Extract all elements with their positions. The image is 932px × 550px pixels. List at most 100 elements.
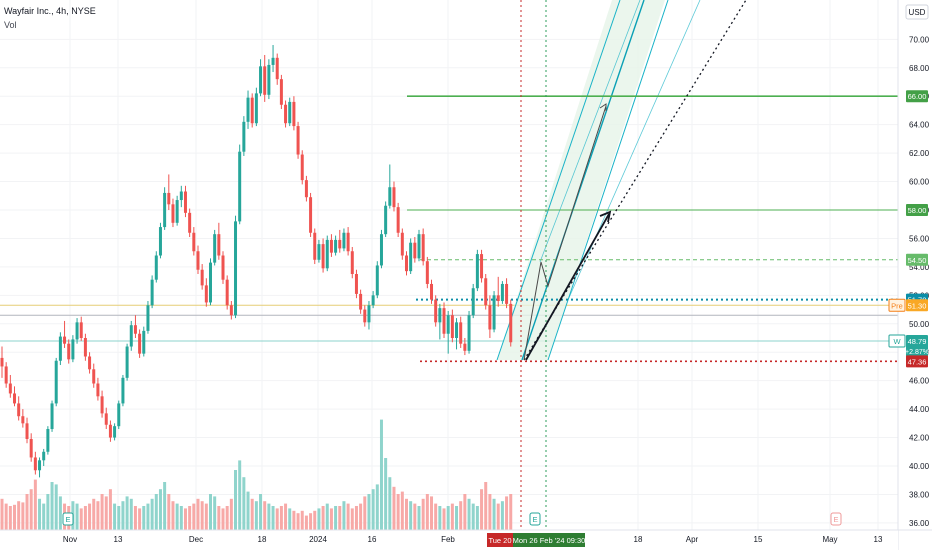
candle-body <box>209 262 212 303</box>
candle <box>88 352 92 374</box>
candle <box>67 339 71 364</box>
candle <box>309 192 313 238</box>
x-tick-label: 2024 <box>309 535 327 544</box>
candle-body <box>434 299 438 323</box>
candle-body <box>467 315 471 351</box>
candle <box>158 222 162 259</box>
volume-bar <box>158 489 162 530</box>
earnings-marker-bg <box>529 512 541 526</box>
candle-body <box>88 356 92 370</box>
candle-body <box>167 192 171 205</box>
candle <box>425 256 429 289</box>
candle <box>167 174 171 210</box>
volume-bar <box>300 510 304 530</box>
volume-bar <box>342 501 346 530</box>
earnings-marker: E <box>65 515 70 524</box>
candle <box>209 258 212 306</box>
y-tick-label: 70.00 <box>909 35 930 44</box>
volume-bar <box>442 508 446 530</box>
candle-body <box>346 232 350 252</box>
candle <box>225 275 229 310</box>
candle-body <box>71 339 75 360</box>
candle-body <box>388 187 392 206</box>
volume-bar <box>334 506 338 530</box>
arrow-head <box>599 210 612 223</box>
candle-body <box>446 315 450 334</box>
candle-body <box>421 234 425 262</box>
volume-label[interactable]: Vol <box>4 20 17 30</box>
volume-bar <box>238 460 242 530</box>
volume-bar <box>263 501 267 530</box>
volume-bar <box>259 494 263 530</box>
candle-body <box>329 239 333 253</box>
y-tick-label: 68.00 <box>909 64 930 73</box>
candle-body <box>379 234 383 266</box>
candle-body <box>154 255 158 280</box>
candle-body <box>384 205 388 235</box>
candle <box>238 144 242 225</box>
volume-bar <box>142 506 146 530</box>
currency-label: USD <box>909 8 926 17</box>
candle <box>488 295 492 338</box>
volume-bar <box>83 506 87 530</box>
candle-body <box>54 360 58 404</box>
volume-bar <box>21 502 25 530</box>
candle <box>154 251 158 283</box>
candle <box>467 310 471 354</box>
volume-bar <box>133 506 137 530</box>
candle <box>196 245 200 274</box>
candle <box>304 175 308 202</box>
y-tick-label: 42.00 <box>909 434 930 443</box>
volume-bar <box>292 510 296 530</box>
candle <box>204 278 208 307</box>
candle <box>267 59 271 100</box>
candle-body <box>0 357 4 367</box>
candle-body <box>271 57 275 65</box>
currency-box <box>905 4 929 20</box>
candle <box>46 426 50 455</box>
candle-body <box>279 79 283 105</box>
volume-bar <box>271 506 275 530</box>
candle-body <box>363 309 367 323</box>
candle <box>33 451 37 475</box>
volume-bar <box>492 498 496 530</box>
y-tick-label: 36.00 <box>909 519 930 528</box>
candle <box>434 295 438 327</box>
price-label-bg <box>906 90 928 103</box>
volume-bar <box>409 501 413 530</box>
candle <box>371 291 375 309</box>
price-label-bg <box>906 355 928 368</box>
candle-body <box>100 396 104 414</box>
price-label-text: 48.79 <box>908 337 927 346</box>
candle <box>404 251 408 276</box>
candle <box>350 246 354 279</box>
candle-body <box>75 322 79 340</box>
candle-body <box>21 416 25 424</box>
candle-body <box>13 393 17 404</box>
volume-bar <box>13 504 17 530</box>
candle-body <box>342 232 346 249</box>
candle <box>229 301 233 320</box>
candle-body <box>196 251 200 270</box>
volume-bar <box>392 486 396 530</box>
candle <box>63 320 67 348</box>
candle <box>480 249 484 283</box>
volume-bar <box>505 496 509 530</box>
candle <box>455 318 459 350</box>
candle-body <box>108 424 112 438</box>
candle-body <box>288 101 292 124</box>
volume-bar <box>46 494 50 530</box>
candle <box>250 93 254 128</box>
symbol-title[interactable]: Wayfair Inc., 4h, NYSE <box>4 6 96 16</box>
candle <box>396 202 400 238</box>
candle <box>329 234 333 257</box>
date-label-green: Mon 26 Feb '24 09:30 <box>513 536 586 545</box>
volume-bar <box>179 506 183 530</box>
volume-bar <box>400 491 404 530</box>
volume-bar <box>25 494 29 530</box>
channel-fill <box>497 0 665 360</box>
candle-body <box>8 383 12 394</box>
volume-bar <box>321 506 325 530</box>
candle-body <box>150 279 154 306</box>
